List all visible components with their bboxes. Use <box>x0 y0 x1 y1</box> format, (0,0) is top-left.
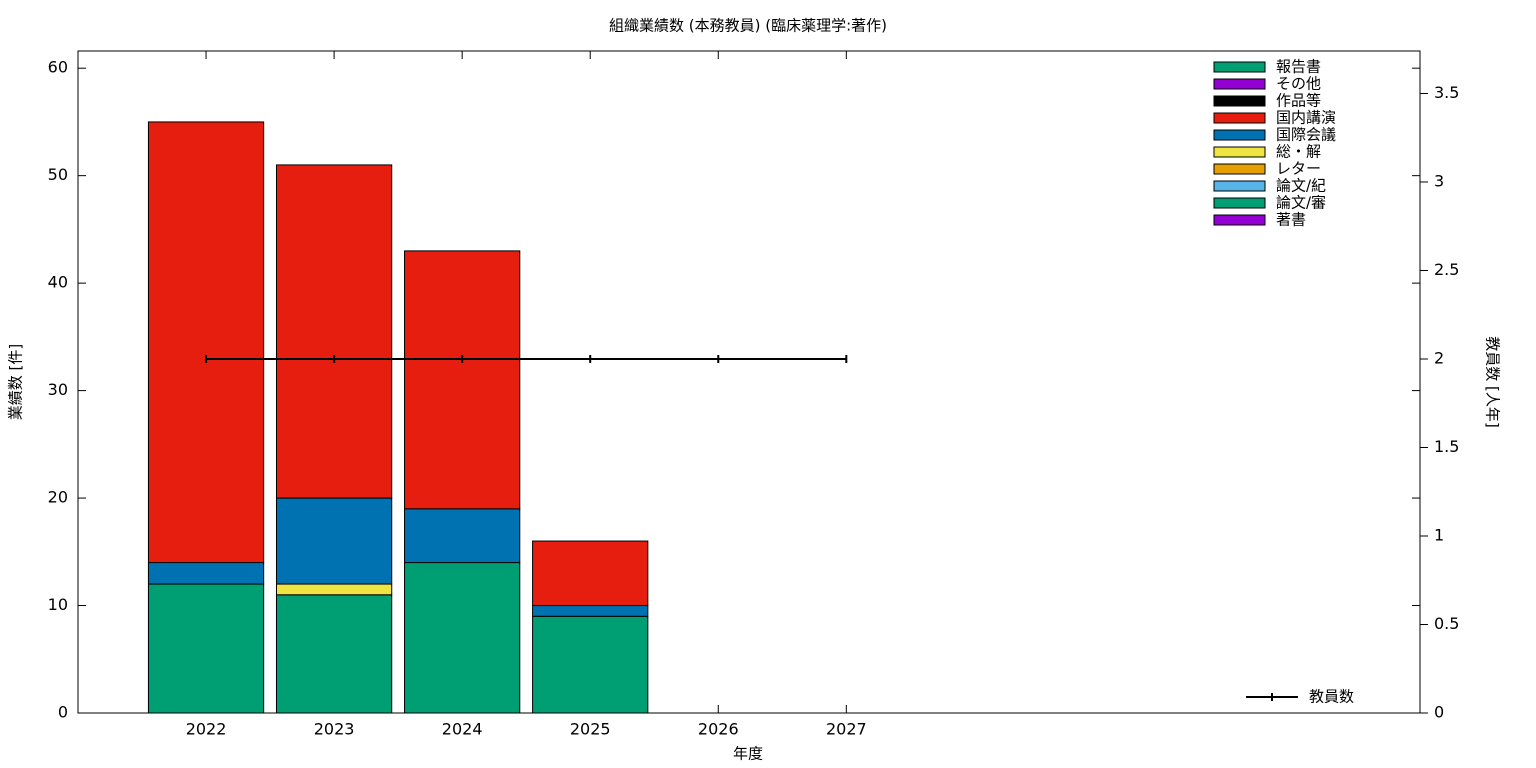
chart-title: 組織業績数 (本務教員) (臨床薬理学:著作) <box>609 17 887 35</box>
y-tick-label: 40 <box>48 273 68 292</box>
x-tick-label: 2022 <box>186 720 227 739</box>
legend-label: 論文/紀 <box>1276 177 1326 195</box>
bar-segment <box>404 562 521 714</box>
x-tick-label: 2026 <box>698 720 739 739</box>
legend-label: 作品等 <box>1276 92 1321 110</box>
bar-segment <box>275 497 393 585</box>
x-tick-label: 2023 <box>314 720 355 739</box>
legend-swatch <box>1213 214 1266 226</box>
bar-segment <box>147 583 265 714</box>
y-tick-label: 30 <box>48 380 68 399</box>
y2-tick-label: 0.5 <box>1434 614 1459 633</box>
legend-label: 国際会議 <box>1276 126 1336 144</box>
y-tick-label: 60 <box>48 58 68 77</box>
legend-label: 国内講演 <box>1276 109 1336 127</box>
legend-label: 総・解 <box>1276 143 1321 161</box>
legend-label: その他 <box>1276 75 1321 93</box>
y-tick-label: 50 <box>48 165 68 184</box>
y-tick-label: 0 <box>58 703 68 722</box>
bar-segment <box>404 508 521 564</box>
x-tick-label: 2027 <box>826 720 867 739</box>
y-axis-label: 業績数 [件] <box>7 344 25 420</box>
legend-swatch <box>1213 61 1266 73</box>
x-tick-label: 2025 <box>570 720 611 739</box>
plot-frame <box>77 50 1421 714</box>
y2-tick-label: 1 <box>1434 525 1444 544</box>
bar-segment <box>532 615 649 714</box>
x-axis-label: 年度 <box>733 745 763 763</box>
legend-swatch <box>1213 78 1266 90</box>
y2-tick-label: 2.5 <box>1434 260 1459 279</box>
legend-swatch <box>1213 112 1266 124</box>
legend-label: 著書 <box>1276 211 1306 229</box>
legend-label: 論文/審 <box>1276 194 1326 212</box>
y2-axis-label: 教員数 [人年] <box>1484 336 1502 427</box>
bar-segment <box>532 540 649 607</box>
bar-segment <box>275 583 393 596</box>
legend-label: 教員数 <box>1309 688 1354 706</box>
legend-swatch <box>1213 95 1266 107</box>
legend-swatch <box>1213 163 1266 175</box>
y-tick-label: 10 <box>48 595 68 614</box>
bar-segment <box>147 562 265 585</box>
legend-swatch <box>1213 129 1266 141</box>
y2-tick-label: 1.5 <box>1434 437 1459 456</box>
legend-label: レター <box>1276 160 1321 178</box>
bar-segment <box>147 121 265 564</box>
x-tick-label: 2024 <box>442 720 483 739</box>
legend-swatch <box>1213 197 1266 209</box>
legend-swatch <box>1213 180 1266 192</box>
bar-segment <box>275 594 393 714</box>
bar-segment <box>275 164 393 499</box>
y2-tick-label: 3.5 <box>1434 83 1459 102</box>
legend-label: 報告書 <box>1276 58 1321 76</box>
bar-segment <box>404 250 521 510</box>
bar-segment <box>532 605 649 617</box>
y2-tick-label: 2 <box>1434 348 1444 367</box>
y2-tick-label: 0 <box>1434 703 1444 722</box>
legend-swatch <box>1213 146 1266 158</box>
y-tick-label: 20 <box>48 488 68 507</box>
y2-tick-label: 3 <box>1434 171 1444 190</box>
